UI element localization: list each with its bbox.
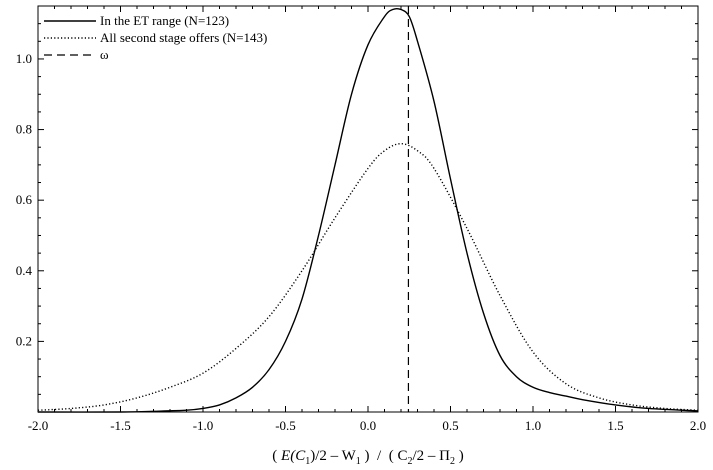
y-tick-label: 0.8 xyxy=(16,122,32,137)
xlabel-expectation: E xyxy=(280,448,290,464)
legend-label-et-range: In the ET range (N=123) xyxy=(100,13,229,28)
series-layer xyxy=(37,7,699,413)
x-tick-label: -1.0 xyxy=(193,418,214,433)
x-tick-label: -2.0 xyxy=(28,418,49,433)
x-tick-label: -0.5 xyxy=(275,418,296,433)
series-line-all-offers xyxy=(37,142,699,411)
y-tick-label: 0.4 xyxy=(16,263,33,278)
xlabel-open: ( xyxy=(272,448,281,464)
x-tick-label: 2.0 xyxy=(690,418,706,433)
x-tick-label: 0.0 xyxy=(360,418,376,433)
x-tick-label: 1.0 xyxy=(525,418,541,433)
legend-label-all-offers: All second stage offers (N=143) xyxy=(100,30,267,45)
x-tick-label: 0.5 xyxy=(442,418,458,433)
x-axis-title: ( E(C1)/2 – W1 ) / ( C2/2 – Π2 ) xyxy=(272,448,463,467)
x-tick-label: -1.5 xyxy=(110,418,131,433)
plot-frame xyxy=(37,5,699,413)
y-axis: 0.2 0.4 0.6 0.8 1.0 xyxy=(16,5,698,413)
xlabel-close1: ) / ( C xyxy=(361,448,408,464)
xlabel-sub1: 1 xyxy=(305,456,310,467)
xlabel-sub3: 2 xyxy=(407,456,412,467)
y-tick-label: 0.6 xyxy=(16,192,33,207)
xlabel-sub4: 2 xyxy=(450,456,455,467)
xlabel-c1: (C xyxy=(290,448,306,464)
x-axis: -2.0 -1.5 -1.0 -0.5 0.0 0.5 1.0 1.5 2.0 xyxy=(28,6,706,433)
xlabel-mid1: )/2 – W xyxy=(310,448,356,464)
legend-label-omega: ω xyxy=(100,47,109,62)
xlabel-close2: ) xyxy=(455,448,464,464)
y-tick-label: 0.2 xyxy=(16,333,32,348)
x-tick-label: 1.5 xyxy=(607,418,623,433)
xlabel-mid2: /2 – Π xyxy=(412,448,450,464)
legend: In the ET range (N=123) All second stage… xyxy=(44,13,267,62)
series-line-et-range xyxy=(37,7,699,413)
xlabel-sub2: 1 xyxy=(356,456,361,467)
y-tick-label: 1.0 xyxy=(16,51,32,66)
